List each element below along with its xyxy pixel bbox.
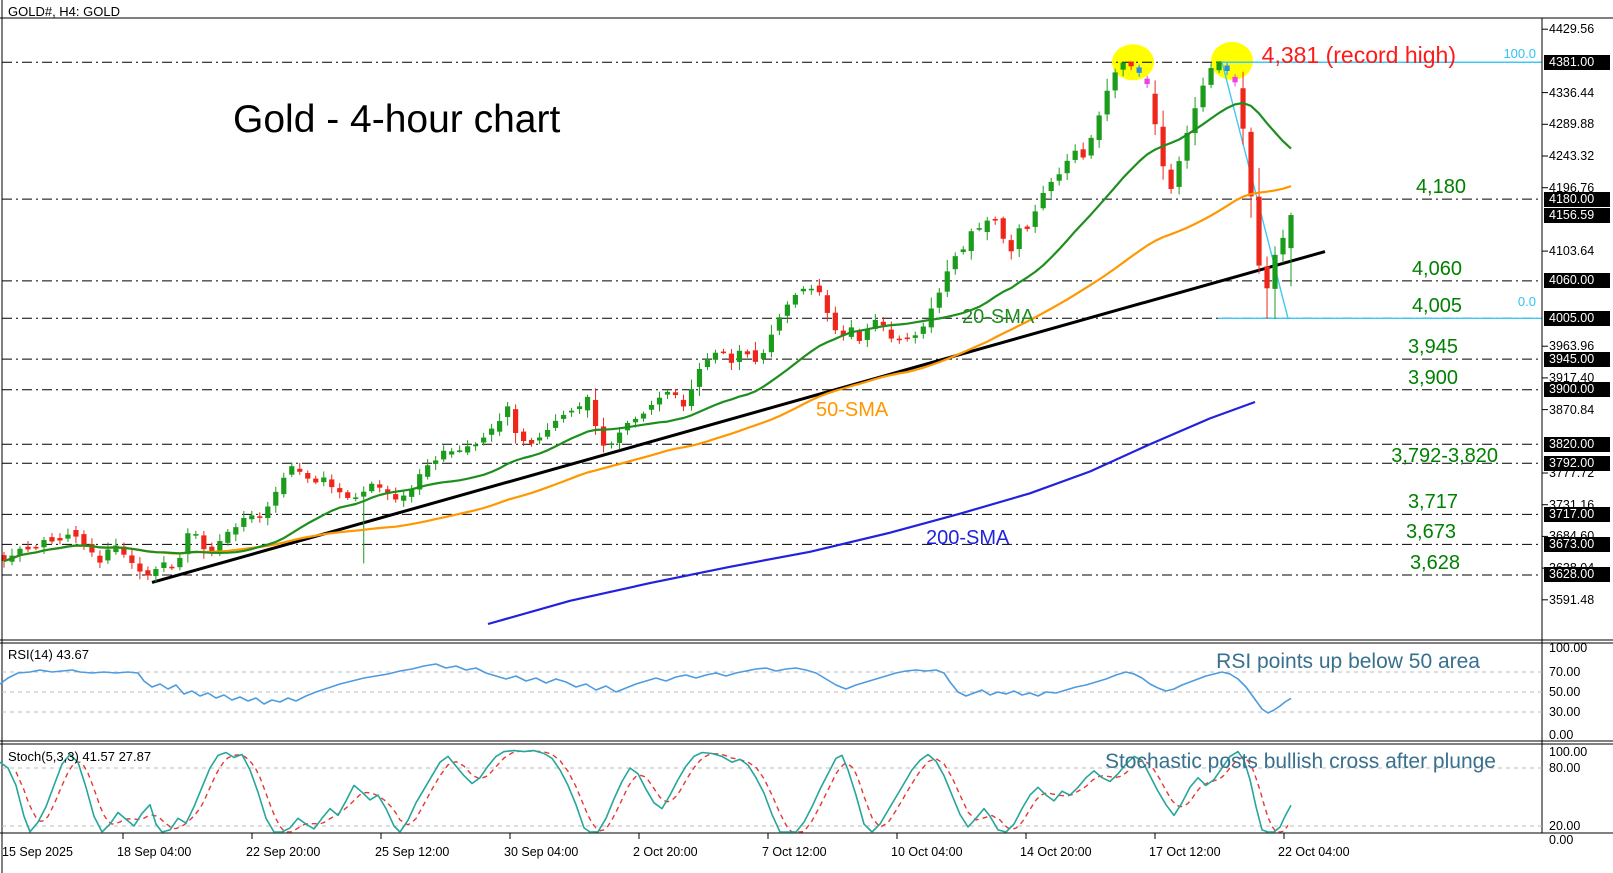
rsi-scale-label: 70.00 [1549,665,1581,679]
stoch-scale-label: 100.00 [1549,745,1588,759]
sma50-label: 50-SMA [816,399,889,421]
price-badge: 3673.00 [1544,536,1610,552]
fib-0-label: 0.0 [1517,294,1536,309]
rsi-scale-label: 50.00 [1549,685,1581,699]
stoch-scale-label: 20.00 [1549,819,1581,833]
price-badge: 4156.59 [1544,207,1610,223]
fib-100-label: 100.0 [1503,46,1536,61]
stoch-k-line [0,749,1292,833]
time-axis-label: 30 Sep 04:00 [504,845,579,859]
stoch-annotation: Stochastic posts bullish cross after plu… [1104,750,1496,773]
price-scale-label: 4336.44 [1549,85,1595,100]
price-scale-label: 4103.64 [1549,244,1595,259]
price-scale-label: 4196.76 [1549,180,1595,195]
price-scale-label: 3591.48 [1549,592,1595,607]
price-badge: 3792.00 [1544,455,1610,471]
price-badge: 4005.00 [1544,310,1610,326]
price-badge: 3820.00 [1544,436,1610,452]
level-label: 3,673 [1405,521,1456,544]
level-label: 3,717 [1407,491,1458,514]
level-label: 3,945 [1407,336,1458,359]
rsi-line [0,663,1292,714]
stoch-scale-label: 80.00 [1549,761,1581,775]
rsi-scale-label: 30.00 [1549,705,1581,719]
price-scale-label: 3870.84 [1549,402,1595,417]
time-axis-label: 17 Oct 12:00 [1149,845,1221,859]
highlight-circle [1211,41,1253,80]
price-badge: 4060.00 [1544,273,1610,289]
time-axis-label: 14 Oct 20:00 [1020,845,1092,859]
level-label: 3,792-3,820 [1391,445,1498,468]
stoch-pane-title: Stoch(5,3,3) 41.57 27.87 [8,749,152,764]
rsi-annotation: RSI points up below 50 area [1216,650,1480,673]
price-scale-label: 4289.88 [1549,117,1595,132]
price-badge: 3628.00 [1544,567,1610,583]
time-axis-label: 22 Oct 04:00 [1278,845,1350,859]
level-label: 4,180 [1415,176,1466,199]
time-axis-label: 2 Oct 20:00 [633,845,698,859]
time-axis-label: 25 Sep 12:00 [375,845,450,859]
price-badge: 3945.00 [1544,351,1610,367]
level-label: 3,900 [1407,366,1458,389]
candlestick-series [1,61,1294,583]
price-badge: 3900.00 [1544,382,1610,398]
price-badge: 4180.00 [1544,191,1610,207]
sma20-line [3,101,1292,563]
time-axis-label: 18 Sep 04:00 [117,845,192,859]
time-axis-label: 15 Sep 2025 [2,845,73,859]
stoch-d-line [15,750,1289,833]
level-label: 3,628 [1409,551,1460,574]
sma20-label: 20-SMA [962,306,1035,328]
chart-title: Gold - 4-hour chart [233,98,561,141]
sma200-label: 200-SMA [926,527,1010,549]
time-axis-label: 10 Oct 04:00 [891,845,963,859]
record-high-annotation: 4,381 (record high) [1261,42,1456,68]
trendline [151,250,1326,584]
time-axis-label: 7 Oct 12:00 [762,845,827,859]
price-scale-label: 4429.56 [1549,22,1595,37]
price-scale-label: 4243.32 [1549,148,1595,163]
price-badge: 4381.00 [1544,54,1610,70]
sma200-line [487,400,1256,626]
price-scale-label: 3963.96 [1549,339,1595,354]
stoch-scale-label: 0.00 [1549,833,1574,847]
time-axis-label: 22 Sep 20:00 [246,845,321,859]
level-label: 4,005 [1411,295,1462,318]
rsi-scale-label: 100.00 [1549,641,1588,655]
sma50-line [3,185,1292,563]
price-scale-label: 3917.40 [1549,370,1595,385]
rsi-scale-label: 0.00 [1549,728,1574,742]
rsi-pane-title: RSI(14) 43.67 [8,647,89,662]
symbol-header: GOLD#, H4: GOLD [8,4,120,19]
price-badge: 3717.00 [1544,506,1610,522]
level-label: 4,060 [1411,257,1462,280]
